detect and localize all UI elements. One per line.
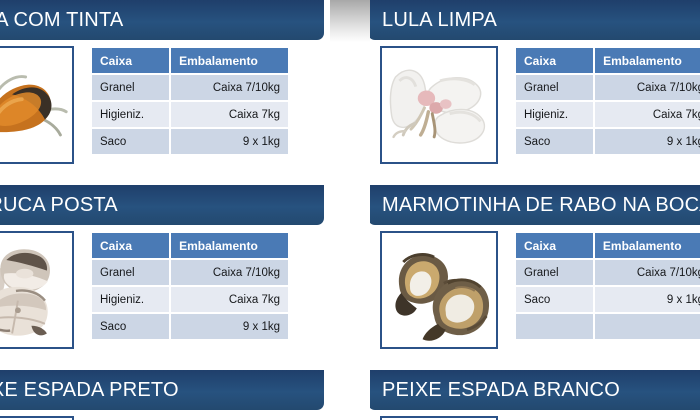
catalog-page-left: LULA COM TINTA [0,0,324,420]
table-header-embalamento: Embalamento [595,48,700,73]
cell-embalamento: Caixa 7/10kg [171,260,288,285]
curled-conger-eel-icon [382,233,496,347]
table-row: Saco 9 x 1kg [92,129,288,154]
product-section-maruca-posta: MARUCA POSTA [0,185,324,349]
cell-caixa: Granel [92,75,170,100]
cell-embalamento: Caixa 7kg [171,102,288,127]
product-photo-frame [0,416,74,420]
product-section-peixe-espada-preto: PEIXE ESPADA PRETO [0,370,324,420]
squid-with-ink-icon [0,48,72,162]
cell-caixa: Granel [516,260,593,285]
product-body: Caixa Embalamento Granel Caixa 7/10kg Sa… [368,231,700,349]
cell-embalamento: 9 x 1kg [171,129,288,154]
table-row-empty [516,314,700,339]
product-photo-frame [380,416,498,420]
product-section-peixe-espada-branco: PEIXE ESPADA BRANCO [368,370,700,420]
table-header-row: Caixa Embalamento [516,233,700,258]
table-header-embalamento: Embalamento [594,233,700,258]
product-body: Caixa Embalamento Granel Caixa 7/10kg Hi… [0,46,324,164]
table-header-caixa: Caixa [516,48,594,73]
table-row: Granel Caixa 7/10kg [516,75,700,100]
cell-caixa: Higieniz. [92,287,170,312]
product-title-bar: MARMOTINHA DE RABO NA BOCA [368,185,700,225]
cleaned-squid-icon [382,48,496,162]
table-row: Saco 9 x 1kg [516,129,700,154]
cell-embalamento: Caixa 7kg [171,287,288,312]
table-header-embalamento: Embalamento [171,48,288,73]
product-title-bar: PEIXE ESPADA PRETO [0,370,324,410]
cell-caixa: Saco [92,129,170,154]
cell-embalamento [594,314,700,339]
cell-embalamento: 9 x 1kg [594,287,700,312]
table-row: Saco 9 x 1kg [92,314,288,339]
table-row: Granel Caixa 7/10kg [92,75,288,100]
table-header-embalamento: Embalamento [171,233,288,258]
table-header-row: Caixa Embalamento [92,48,288,73]
product-title-bar: PEIXE ESPADA BRANCO [368,370,700,410]
product-title-bar: MARUCA POSTA [0,185,324,225]
product-title: PEIXE ESPADA BRANCO [382,378,620,401]
cell-embalamento: 9 x 1kg [595,129,700,154]
product-section-marmotinha-de-rabo-na-boca: MARMOTINHA DE RABO NA BOCA [368,185,700,349]
product-title-bar: LULA LIMPA [368,0,700,40]
cell-caixa: Granel [516,75,594,100]
table-row: Granel Caixa 7/10kg [92,260,288,285]
page-gutter-shadow [330,0,370,42]
cell-embalamento: Caixa 7/10kg [595,75,700,100]
product-photo-frame [0,231,74,349]
table-row: Granel Caixa 7/10kg [516,260,700,285]
page-gutter-background [330,0,370,420]
product-title: MARMOTINHA DE RABO NA BOCA [382,193,700,216]
table-row: Higieniz. Caixa 7kg [516,102,700,127]
catalog-page-right: LULA LIMPA [368,0,700,420]
product-body: Caixa Embalamento Granel Caixa 7/10kg Hi… [0,231,324,349]
cell-caixa: Saco [92,314,170,339]
table-header-caixa: Caixa [92,233,170,258]
cell-caixa: Saco [516,129,594,154]
table-header-caixa: Caixa [516,233,593,258]
fish-steaks-icon [0,233,72,347]
cell-embalamento: Caixa 7/10kg [171,75,288,100]
cell-caixa: Higieniz. [92,102,170,127]
table-row: Saco 9 x 1kg [516,287,700,312]
cell-embalamento: 9 x 1kg [171,314,288,339]
cell-caixa [516,314,593,339]
packaging-table: Caixa Embalamento Granel Caixa 7/10kg Sa… [514,231,700,341]
table-header-row: Caixa Embalamento [92,233,288,258]
black-scabbard-fish-icon [0,418,72,420]
table-row: Higieniz. Caixa 7kg [92,102,288,127]
product-title-bar: LULA COM TINTA [0,0,324,40]
product-section-lula-com-tinta: LULA COM TINTA [0,0,324,164]
product-title: LULA COM TINTA [0,8,124,31]
table-row: Higieniz. Caixa 7kg [92,287,288,312]
cell-caixa: Higieniz. [516,102,594,127]
table-header-row: Caixa Embalamento [516,48,700,73]
table-header-caixa: Caixa [92,48,170,73]
product-section-lula-limpa: LULA LIMPA [368,0,700,164]
product-photo-frame [0,46,74,164]
product-photo-frame [380,46,498,164]
packaging-table: Caixa Embalamento Granel Caixa 7/10kg Hi… [514,46,700,156]
product-body [368,416,700,420]
white-scabbard-fish-icon [382,418,496,420]
product-photo-frame [380,231,498,349]
cell-embalamento: Caixa 7kg [595,102,700,127]
cell-embalamento: Caixa 7/10kg [594,260,700,285]
packaging-table: Caixa Embalamento Granel Caixa 7/10kg Hi… [90,231,290,341]
packaging-table: Caixa Embalamento Granel Caixa 7/10kg Hi… [90,46,290,156]
product-body: Caixa Embalamento Granel Caixa 7/10kg Hi… [368,46,700,164]
cell-caixa: Saco [516,287,593,312]
product-title: MARUCA POSTA [0,193,118,216]
product-title: LULA LIMPA [382,8,498,31]
product-body [0,416,324,420]
product-title: PEIXE ESPADA PRETO [0,378,179,401]
cell-caixa: Granel [92,260,170,285]
